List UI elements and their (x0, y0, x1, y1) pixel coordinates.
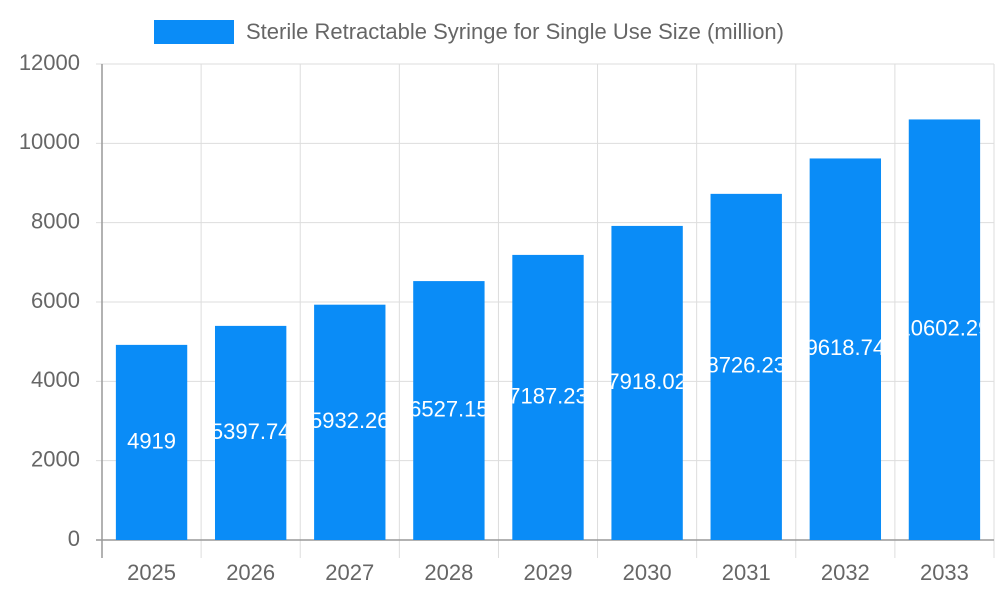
bar (710, 193, 782, 540)
bar (413, 281, 485, 540)
legend-swatch (154, 20, 234, 44)
value-label: 7187.23 (508, 383, 588, 408)
bar (115, 344, 188, 540)
bar (512, 254, 584, 540)
y-tick-label: 0 (68, 526, 80, 551)
value-label: 5932.26 (310, 408, 390, 433)
x-tick-label: 2031 (722, 560, 771, 585)
y-tick-label: 4000 (31, 367, 80, 392)
bar (214, 325, 287, 540)
bar (314, 304, 386, 540)
x-tick-label: 2030 (623, 560, 672, 585)
y-tick-label: 12000 (19, 50, 80, 75)
value-label: 5397.74 (211, 419, 291, 444)
value-label: 7918.02 (607, 369, 687, 394)
y-tick-label: 10000 (19, 129, 80, 154)
bar (611, 225, 683, 541)
value-label: 9618.74 (806, 335, 886, 360)
x-tick-label: 2026 (226, 560, 275, 585)
x-tick-label: 2028 (424, 560, 473, 585)
x-tick-label: 2025 (127, 560, 176, 585)
bar (908, 119, 981, 540)
x-tick-label: 2033 (920, 560, 969, 585)
value-label: 8726.23 (706, 353, 786, 378)
x-tick-label: 2032 (821, 560, 870, 585)
y-tick-label: 8000 (31, 208, 80, 233)
value-label: 6527.15 (409, 396, 489, 421)
y-tick-label: 2000 (31, 446, 80, 471)
value-label: 10602.29 (899, 316, 991, 341)
x-tick-label: 2027 (325, 560, 374, 585)
y-tick-label: 6000 (31, 288, 80, 313)
bar (809, 158, 882, 540)
x-tick-label: 2029 (524, 560, 573, 585)
value-label: 4919 (127, 428, 176, 453)
legend-label: Sterile Retractable Syringe for Single U… (246, 19, 784, 44)
